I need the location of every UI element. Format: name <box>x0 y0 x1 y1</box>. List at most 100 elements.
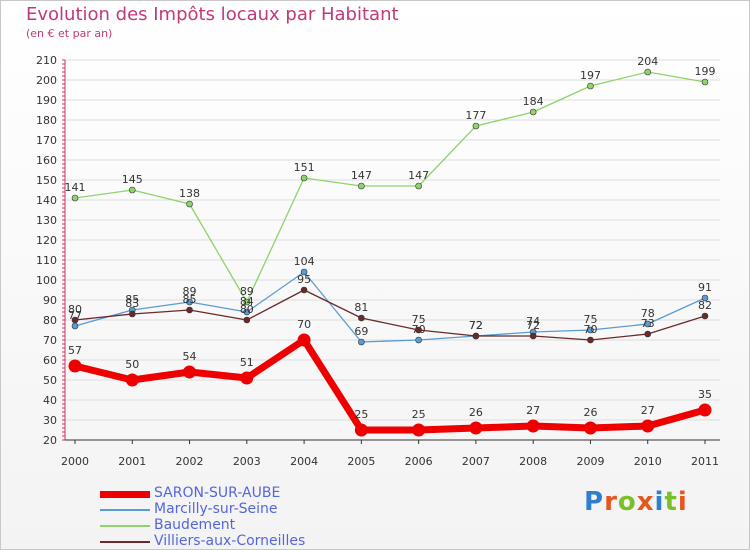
y-tick-label: 100 <box>36 274 57 287</box>
data-point <box>128 186 136 194</box>
data-point <box>583 421 597 435</box>
data-label: 78 <box>641 307 655 320</box>
data-point <box>358 182 365 190</box>
legend-label: Marcilly-sur-Seine <box>154 501 278 517</box>
y-tick-label: 140 <box>36 194 57 207</box>
data-label: 197 <box>580 69 601 82</box>
data-point <box>297 333 311 347</box>
data-label: 184 <box>523 95 544 108</box>
legend-label: Baudement <box>154 517 236 533</box>
data-point <box>644 320 652 328</box>
legend-label: SARON-SUR-AUBE <box>154 485 281 501</box>
y-tick-label: 190 <box>36 94 57 107</box>
x-tick-label: 2007 <box>462 455 490 468</box>
data-label: 57 <box>68 344 82 357</box>
data-point <box>71 194 79 202</box>
data-label: 70 <box>297 318 311 331</box>
data-label: 81 <box>354 301 368 314</box>
data-point <box>415 326 422 334</box>
y-tick-label: 120 <box>36 234 57 247</box>
data-point <box>186 200 193 208</box>
y-tick-label: 50 <box>43 374 57 387</box>
data-label: 85 <box>183 293 197 306</box>
y-tick-label: 160 <box>36 154 57 167</box>
data-label: 75 <box>583 313 597 326</box>
chart-title: Evolution des Impôts locaux par Habitant <box>26 4 399 25</box>
data-label: 83 <box>125 297 139 310</box>
brand-letter: r <box>604 487 618 517</box>
data-label: 74 <box>526 315 540 328</box>
x-tick-label: 2006 <box>405 455 433 468</box>
x-tick-label: 2010 <box>634 455 662 468</box>
data-point <box>472 122 480 130</box>
legend-item: Marcilly-sur-Seine <box>100 501 400 518</box>
y-tick-label: 60 <box>43 354 57 367</box>
data-label: 27 <box>641 404 655 417</box>
data-label: 89 <box>240 285 254 298</box>
data-label: 72 <box>469 319 483 332</box>
legend-swatch <box>100 541 150 543</box>
y-tick-label: 20 <box>43 434 57 447</box>
data-point <box>300 174 308 182</box>
data-label: 80 <box>240 303 254 316</box>
data-label: 138 <box>179 187 200 200</box>
data-point <box>186 298 193 306</box>
data-label: 80 <box>68 303 82 316</box>
data-point <box>125 373 139 387</box>
data-point <box>644 68 652 76</box>
data-point <box>698 403 712 417</box>
data-label: 89 <box>183 285 197 298</box>
y-tick-label: 90 <box>43 294 57 307</box>
data-point <box>644 330 652 338</box>
data-point <box>240 371 254 385</box>
data-label: 27 <box>526 404 540 417</box>
data-label: 145 <box>122 173 143 186</box>
x-tick-label: 2004 <box>290 455 318 468</box>
data-label: 84 <box>240 295 254 308</box>
data-point <box>300 268 308 276</box>
series-line-baudement <box>74 71 706 303</box>
data-label: 141 <box>65 181 86 194</box>
y-tick-label: 130 <box>36 214 57 227</box>
y-tick-label: 70 <box>43 334 57 347</box>
data-label: 147 <box>408 169 429 182</box>
data-label: 26 <box>469 406 483 419</box>
data-point <box>701 294 709 302</box>
data-point <box>412 423 426 437</box>
data-point <box>71 316 79 324</box>
y-tick-label: 150 <box>36 174 57 187</box>
data-point <box>358 338 365 346</box>
data-label: 91 <box>698 281 712 294</box>
y-tick-label: 110 <box>36 254 57 267</box>
data-point <box>243 298 251 306</box>
brand-letter: x <box>636 487 655 517</box>
legend-item: SARON-SUR-AUBE <box>100 485 400 502</box>
data-point <box>529 108 537 116</box>
legend-item: Baudement <box>100 517 400 534</box>
data-label: 72 <box>469 319 483 332</box>
data-label: 73 <box>641 317 655 330</box>
y-tick-label: 210 <box>36 54 57 67</box>
brand-letter: i <box>677 487 688 517</box>
data-point <box>701 312 709 320</box>
series-line-marcilly-sur-seine <box>74 271 706 343</box>
data-label: 72 <box>526 319 540 332</box>
data-point <box>587 336 594 344</box>
x-tick-label: 2003 <box>233 455 261 468</box>
legend-item: Villiers-aux-Corneilles <box>100 533 400 550</box>
brand-logo: Proxiti <box>584 487 688 517</box>
brand-letter: i <box>654 487 665 517</box>
chart-subtitle: (en € et par an) <box>26 27 113 40</box>
series-line-saron-sur-aube <box>74 336 706 434</box>
data-point <box>415 336 422 344</box>
data-label: 26 <box>583 406 597 419</box>
data-point <box>526 419 540 433</box>
data-label: 199 <box>695 65 716 78</box>
y-tick-label: 30 <box>43 414 57 427</box>
data-point <box>587 82 594 90</box>
data-label: 50 <box>125 358 139 371</box>
y-tick-label: 180 <box>36 114 57 127</box>
y-tick-label: 40 <box>43 394 57 407</box>
data-point <box>415 182 422 190</box>
